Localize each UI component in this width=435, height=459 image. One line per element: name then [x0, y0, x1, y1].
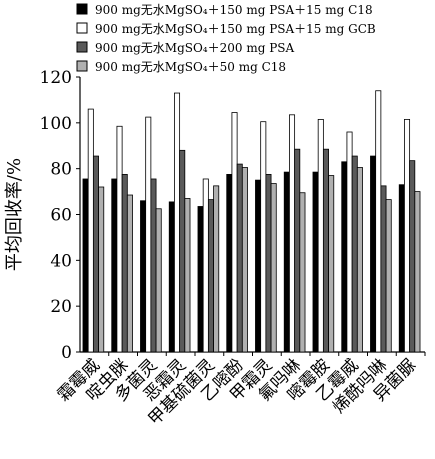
bar-嘧霉胺-series-1: [312, 171, 319, 353]
bar-甲基硫菌灵-series-1: [197, 206, 204, 353]
bar-异菌脲-series-4: [414, 191, 421, 353]
legend: 900 mg无水MgSO₄＋150 mg PSA＋15 mg C18 900 mg…: [76, 3, 376, 74]
bar-甲霜灵-series-3: [265, 173, 272, 353]
y-axis-label: 平均回收率/%: [4, 158, 25, 271]
bar-恶霜灵-series-3: [179, 149, 186, 353]
bar-啶虫脒-series-2: [116, 125, 123, 353]
bar-异菌脲-series-3: [409, 160, 416, 353]
bar-氟吗啉-series-1: [283, 171, 290, 353]
bar-甲基硫菌灵-series-2: [202, 178, 209, 353]
bar-异菌脲-series-1: [398, 184, 405, 353]
bar-甲基硫菌灵-series-3: [207, 199, 214, 353]
bars: [82, 90, 426, 356]
bar-甲霜灵-series-2: [260, 121, 267, 353]
bar-霜霉威-series-4: [98, 186, 105, 353]
legend-label-4: 900 mg无水MgSO₄＋50 mg C18: [95, 60, 286, 74]
bar-乙嘧酚-series-4: [241, 167, 248, 353]
legend-swatch-3: [76, 41, 88, 53]
bar-啶虫脒-series-4: [126, 194, 133, 353]
y-tick-label: 120: [40, 68, 72, 88]
legend-label-2: 900 mg无水MgSO₄＋150 mg PSA＋15 mg GCB: [95, 22, 376, 36]
bar-甲霜灵-series-4: [270, 183, 277, 353]
bar-烯酰吗啉-series-2: [375, 90, 382, 353]
y-tick-label: 60: [50, 206, 72, 226]
bar-啶虫脒-series-3: [121, 173, 128, 353]
y-axis-label-group: 平均回收率/%: [4, 158, 25, 271]
bar-嘧霉胺-series-3: [322, 148, 329, 353]
bar-氟吗啉-series-3: [294, 148, 301, 353]
legend-swatch-1: [76, 3, 88, 15]
bar-多菌灵-series-4: [155, 208, 162, 353]
bar-嘧霉胺-series-2: [317, 118, 324, 353]
bar-烯酰吗啉-series-3: [380, 185, 387, 353]
bar-乙霉威-series-3: [351, 155, 358, 353]
bar-乙嘧酚-series-1: [226, 173, 233, 353]
y-tick-label: 0: [61, 343, 72, 363]
bar-啶虫脒-series-1: [111, 178, 118, 353]
bar-乙嘧酚-series-3: [236, 163, 243, 353]
legend-swatch-2: [76, 22, 88, 34]
y-tick-label: 80: [50, 160, 72, 180]
bar-霜霉威-series-1: [82, 178, 89, 353]
legend-label-1: 900 mg无水MgSO₄＋150 mg PSA＋15 mg C18: [95, 3, 373, 17]
y-tick-label: 100: [40, 114, 72, 134]
y-ticks: 0 20 40 60 80 100 120: [40, 68, 80, 363]
bar-氟吗啉-series-2: [289, 114, 296, 353]
bar-恶霜灵-series-2: [174, 92, 181, 353]
bar-多菌灵-series-2: [145, 116, 152, 353]
bar-恶霜灵-series-4: [184, 198, 191, 353]
bar-霜霉威-series-2: [87, 108, 94, 353]
bar-多菌灵-series-1: [140, 200, 147, 353]
y-tick-label: 40: [50, 251, 72, 271]
bar-甲基硫菌灵-series-4: [213, 185, 220, 353]
bar-多菌灵-series-3: [150, 178, 157, 353]
bar-乙霉威-series-4: [356, 167, 363, 353]
bar-恶霜灵-series-1: [168, 201, 175, 353]
bar-乙嘧酚-series-2: [231, 112, 238, 353]
bar-嘧霉胺-series-4: [328, 175, 335, 353]
bar-霜霉威-series-3: [92, 155, 99, 353]
y-tick-label: 20: [50, 297, 72, 317]
bar-烯酰吗啉-series-4: [385, 199, 392, 353]
legend-label-3: 900 mg无水MgSO₄＋200 mg PSA: [95, 41, 295, 55]
bar-异菌脲-series-2: [404, 118, 411, 353]
bar-氟吗啉-series-4: [299, 192, 306, 353]
bar-乙霉威-series-2: [346, 131, 353, 353]
bar-烯酰吗啉-series-1: [370, 155, 377, 353]
bar-乙霉威-series-1: [341, 161, 348, 353]
legend-swatch-4: [76, 60, 88, 72]
bar-甲霜灵-series-1: [255, 179, 262, 353]
